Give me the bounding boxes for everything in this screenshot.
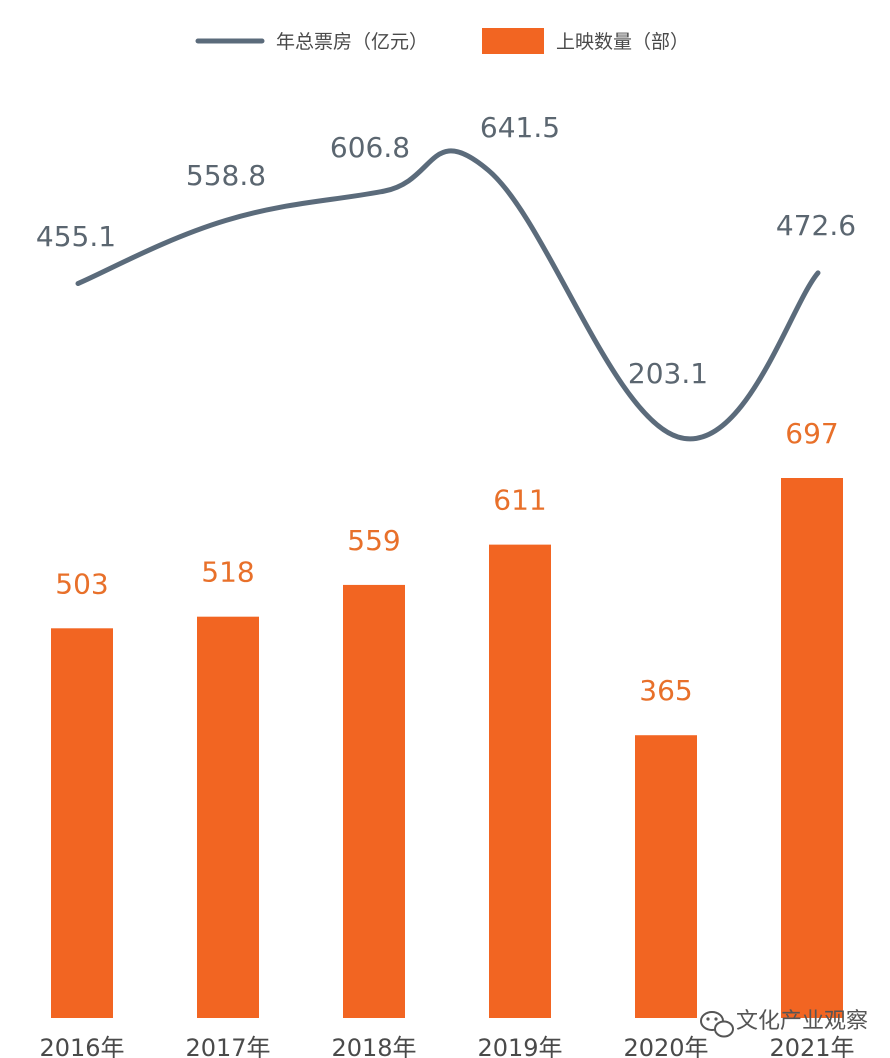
legend-bar-swatch	[482, 28, 544, 54]
bar-labels: 503 518 559 611 365 697	[55, 417, 838, 707]
bar-0	[51, 628, 113, 1018]
bar-1	[197, 616, 259, 1018]
x-tick-label-0: 2016年	[39, 1034, 124, 1058]
line-value-label-4: 203.1	[628, 357, 708, 390]
bar-series	[51, 478, 843, 1018]
line-value-label-3: 641.5	[480, 111, 560, 144]
x-tick-label-1: 2017年	[185, 1034, 270, 1058]
legend-bar-label: 上映数量（部）	[556, 31, 689, 53]
x-tick-label-2: 2018年	[331, 1034, 416, 1058]
x-tick-label-3: 2019年	[477, 1034, 562, 1058]
bar-2	[343, 584, 405, 1018]
bar-value-label-3: 611	[493, 484, 546, 517]
bar-value-label-2: 559	[347, 524, 400, 557]
bar-5	[781, 478, 843, 1018]
line-value-label-1: 558.8	[186, 159, 266, 192]
bar-value-label-4: 365	[639, 674, 692, 707]
bar-4	[635, 735, 697, 1018]
x-tick-label-4: 2020年	[623, 1034, 708, 1058]
box-office-line	[75, 148, 821, 442]
bar-3	[489, 544, 551, 1018]
wechat-icon	[700, 1011, 734, 1038]
line-labels: 455.1 558.8 606.8 641.5 203.1 472.6	[36, 111, 856, 390]
x-axis-ticks: 2016年 2017年 2018年 2019年 2020年 2021年	[39, 1034, 854, 1058]
bar-value-label-1: 518	[201, 556, 254, 589]
bar-value-label-5: 697	[785, 417, 838, 450]
watermark: 文化产业观察	[700, 1009, 868, 1038]
x-tick-label-5: 2021年	[769, 1034, 854, 1058]
legend: 年总票房（亿元） 上映数量（部）	[195, 28, 689, 54]
line-value-label-0: 455.1	[36, 220, 116, 253]
legend-line-label: 年总票房（亿元）	[276, 31, 428, 53]
line-value-label-5: 472.6	[776, 209, 856, 242]
bar-value-label-0: 503	[55, 567, 108, 600]
line-value-label-2: 606.8	[330, 131, 410, 164]
watermark-text: 文化产业观察	[736, 1009, 868, 1034]
